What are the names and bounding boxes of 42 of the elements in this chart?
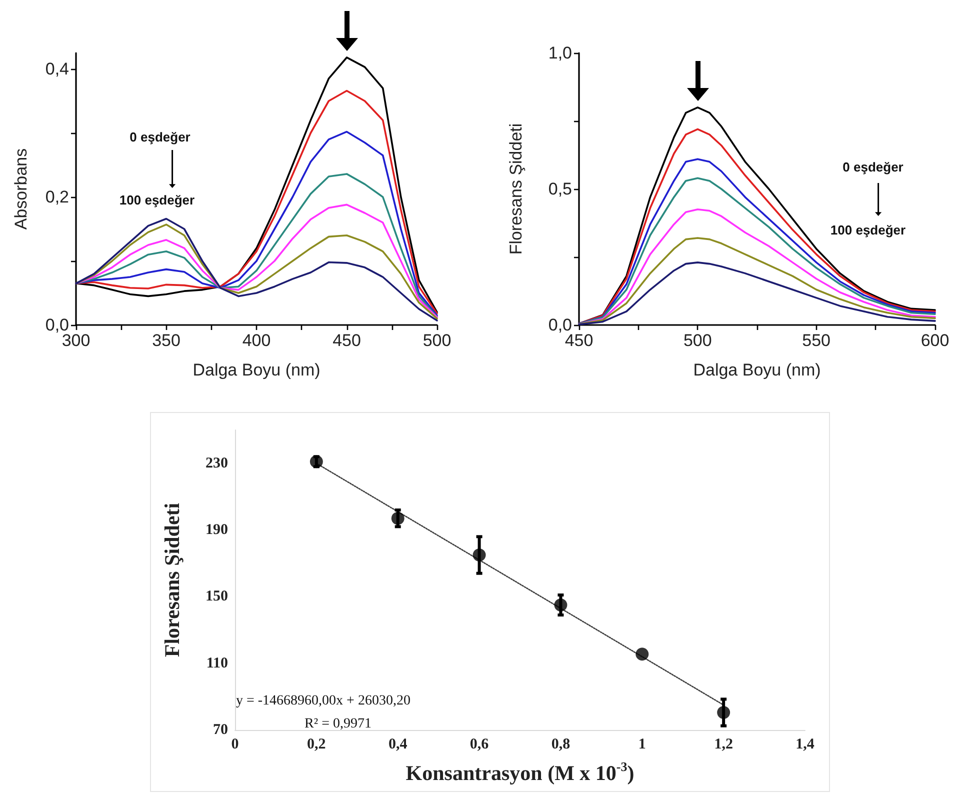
y-tick-label: 1,0 (548, 44, 572, 62)
x-axis-title: Dalga Boyu (nm) (693, 360, 821, 380)
point (554, 598, 568, 612)
point (391, 512, 404, 525)
x-tick-label: 0,6 (470, 736, 490, 752)
annotation: 0 eşdeğer (842, 160, 904, 174)
y-axis-title: Floresans Şiddeti (160, 502, 184, 658)
y-tick-label: 230 (206, 455, 228, 472)
point (717, 706, 730, 719)
x-axis-title: Dalga Boyu (nm) (192, 360, 320, 380)
point (472, 548, 486, 562)
y-axis-title: Floresans Şiddeti (506, 123, 526, 255)
x-tick-label: 350 (152, 331, 180, 350)
x-tick-label: 0 (231, 736, 239, 752)
x-tick-label: 500 (422, 331, 452, 350)
annotation: 100 eşdeğer (830, 222, 906, 238)
y-tick-label: 0,2 (45, 188, 69, 206)
y-axis-title: Absorbans (12, 148, 30, 230)
annotation: R² = 0,9971 (304, 716, 372, 732)
x-tick-label: 450 (332, 331, 361, 350)
x-tick-label: 1,4 (796, 736, 815, 752)
x-tick-label: 600 (920, 331, 950, 350)
x-tick-label: 550 (802, 331, 831, 350)
annotation: 100 eşdeğer (119, 192, 195, 208)
x-tick-label: 0,8 (551, 736, 570, 752)
x-tick-label: 0,2 (307, 736, 326, 752)
y-tick-label: 190 (206, 522, 228, 538)
y-tick-label: 0,4 (45, 60, 69, 78)
line-series (75, 173, 438, 318)
annotation: y = -14668960,00x + 26030,20 (236, 694, 410, 708)
point (310, 455, 323, 468)
y-tick-label: 0,5 (548, 180, 572, 198)
y-tick-label: 110 (206, 655, 228, 672)
x-tick-label: 1 (638, 736, 646, 752)
point (636, 648, 649, 661)
annotation: 0 eşdeğer (130, 130, 190, 144)
y-tick-label: 70 (213, 722, 228, 738)
x-tick-label: 0,4 (388, 736, 408, 752)
x-tick-label: 500 (683, 331, 712, 350)
y-tick-label: 150 (206, 588, 228, 605)
x-tick-label: 400 (242, 331, 271, 350)
x-tick-label: 1,2 (714, 736, 733, 752)
